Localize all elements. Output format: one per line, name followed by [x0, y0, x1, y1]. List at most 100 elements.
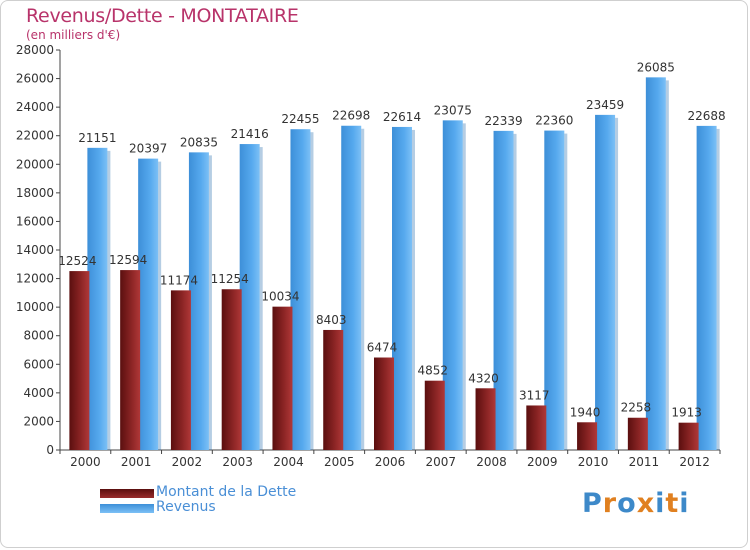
revenue-bar-shadow	[412, 129, 415, 450]
debt-value-label: 1940	[570, 405, 601, 419]
x-tick-label: 2012	[679, 455, 710, 469]
revenue-value-label: 21416	[231, 127, 269, 141]
logo-letter: i	[679, 488, 690, 519]
revenue-bar-shadow	[158, 161, 162, 450]
debt-value-label: 12594	[109, 253, 147, 267]
revenue-bar-shadow	[310, 132, 314, 450]
debt-value-label: 11254	[211, 272, 249, 286]
debt-value-label: 11174	[160, 273, 198, 287]
revenue-value-label: 26085	[637, 60, 675, 74]
debt-bar	[678, 422, 699, 450]
y-tick-label: 0	[46, 443, 54, 457]
x-tick-label: 2006	[375, 455, 406, 469]
revenue-bar	[595, 114, 616, 450]
logo-letter: i	[655, 488, 666, 519]
revenue-bar-shadow	[615, 117, 619, 450]
logo-letter: x	[636, 488, 656, 519]
x-tick-label: 2009	[527, 455, 558, 469]
revenue-bar-shadow	[665, 80, 669, 450]
legend-swatch-debt	[100, 489, 154, 498]
y-tick-label: 6000	[23, 357, 54, 371]
y-tick-label: 10000	[16, 300, 54, 314]
revenue-series	[87, 77, 720, 451]
revenue-value-label: 20397	[129, 142, 167, 156]
y-tick-label: 24000	[16, 100, 54, 114]
y-tick-label: 12000	[16, 272, 54, 286]
debt-value-label: 8403	[316, 313, 347, 327]
y-tick-label: 22000	[16, 129, 54, 143]
x-tick-label: 2001	[121, 455, 152, 469]
revenue-value-label: 20835	[180, 135, 218, 149]
revenue-bar	[138, 158, 159, 450]
debt-value-label: 4320	[468, 371, 499, 385]
y-tick-label: 8000	[23, 329, 54, 343]
revenue-value-label: 23075	[434, 103, 472, 117]
debt-value-label: 3117	[519, 388, 550, 402]
revenue-bar	[696, 125, 717, 450]
debt-value-label: 10034	[261, 290, 299, 304]
x-tick-label: 2010	[578, 455, 609, 469]
revenue-bar	[188, 152, 209, 450]
x-tick-label: 2011	[629, 455, 660, 469]
revenue-bar-shadow	[513, 133, 517, 450]
revenue-bar-shadow	[716, 128, 720, 450]
revenue-bar	[87, 147, 108, 451]
proxiti-logo: Proxiti	[582, 488, 690, 519]
y-tick-label: 16000	[16, 214, 54, 228]
revenue-value-label: 22360	[535, 114, 573, 128]
bar-chart: 0 2000 4000 6000 8000 10000 12000 14000 16000 180…	[16, 43, 726, 469]
debt-series	[69, 270, 699, 450]
y-tick-label: 14000	[16, 243, 54, 257]
logo-letter: t	[665, 488, 680, 519]
legend-swatch-revenue	[100, 504, 154, 513]
x-tick-label: 2000	[70, 455, 101, 469]
x-tick-label: 2005	[324, 455, 355, 469]
debt-bar	[374, 357, 394, 450]
x-tick-label: 2002	[172, 455, 203, 469]
debt-bar	[526, 405, 547, 450]
revenue-bar	[442, 120, 463, 450]
revenue-bar	[493, 130, 514, 450]
data-labels: 21151 12524 20397 12594 20835 11174 21416 11254…	[58, 60, 725, 419]
y-tick-label: 18000	[16, 186, 54, 200]
revenue-value-label: 22455	[281, 112, 319, 126]
debt-bar	[120, 270, 141, 450]
revenue-bar-shadow	[107, 150, 111, 451]
y-tick-label: 4000	[23, 386, 54, 400]
debt-bar	[170, 290, 191, 450]
logo-letter: o	[617, 488, 637, 519]
revenue-bar	[544, 130, 565, 451]
debt-bar	[323, 329, 344, 450]
revenue-value-label: 23459	[586, 98, 624, 112]
revenue-bar	[392, 126, 412, 450]
x-tick-label: 2008	[476, 455, 507, 469]
x-axis: 2000 2001 2002 2003 2004 2005 2006 2007 2008 2009…	[59, 449, 721, 469]
debt-bar	[424, 380, 445, 450]
x-tick-label: 2004	[273, 455, 304, 469]
logo-letter: P	[582, 488, 603, 519]
y-axis: 0 2000 4000 6000 8000 10000 12000 14000 16000 180…	[16, 43, 61, 457]
revenue-bar-shadow	[361, 128, 365, 450]
legend-label-debt: Montant de la Dette	[156, 484, 297, 500]
debt-bar	[272, 306, 293, 450]
revenue-bar	[239, 144, 260, 451]
revenue-bar-shadow	[564, 133, 568, 451]
revenue-value-label: 21151	[78, 131, 116, 145]
y-tick-label: 20000	[16, 157, 54, 171]
debt-bar	[221, 289, 242, 450]
revenue-value-label: 22339	[484, 114, 522, 128]
revenue-bar	[341, 125, 362, 450]
y-tick-label: 28000	[16, 43, 54, 57]
revenue-bar-shadow	[259, 147, 263, 451]
revenue-bar	[645, 77, 666, 450]
legend-label-revenue: Revenus	[156, 499, 216, 515]
y-tick-label: 26000	[16, 72, 54, 86]
revenue-bar-shadow	[208, 155, 212, 450]
chart-subtitle: (en milliers d'€)	[26, 28, 121, 42]
revenue-value-label: 22614	[383, 110, 421, 124]
debt-value-label: 2258	[621, 401, 652, 415]
revenue-bar-shadow	[462, 123, 466, 450]
debt-bar	[627, 417, 648, 450]
debt-value-label: 4852	[417, 364, 448, 378]
revenue-bar	[290, 129, 311, 450]
